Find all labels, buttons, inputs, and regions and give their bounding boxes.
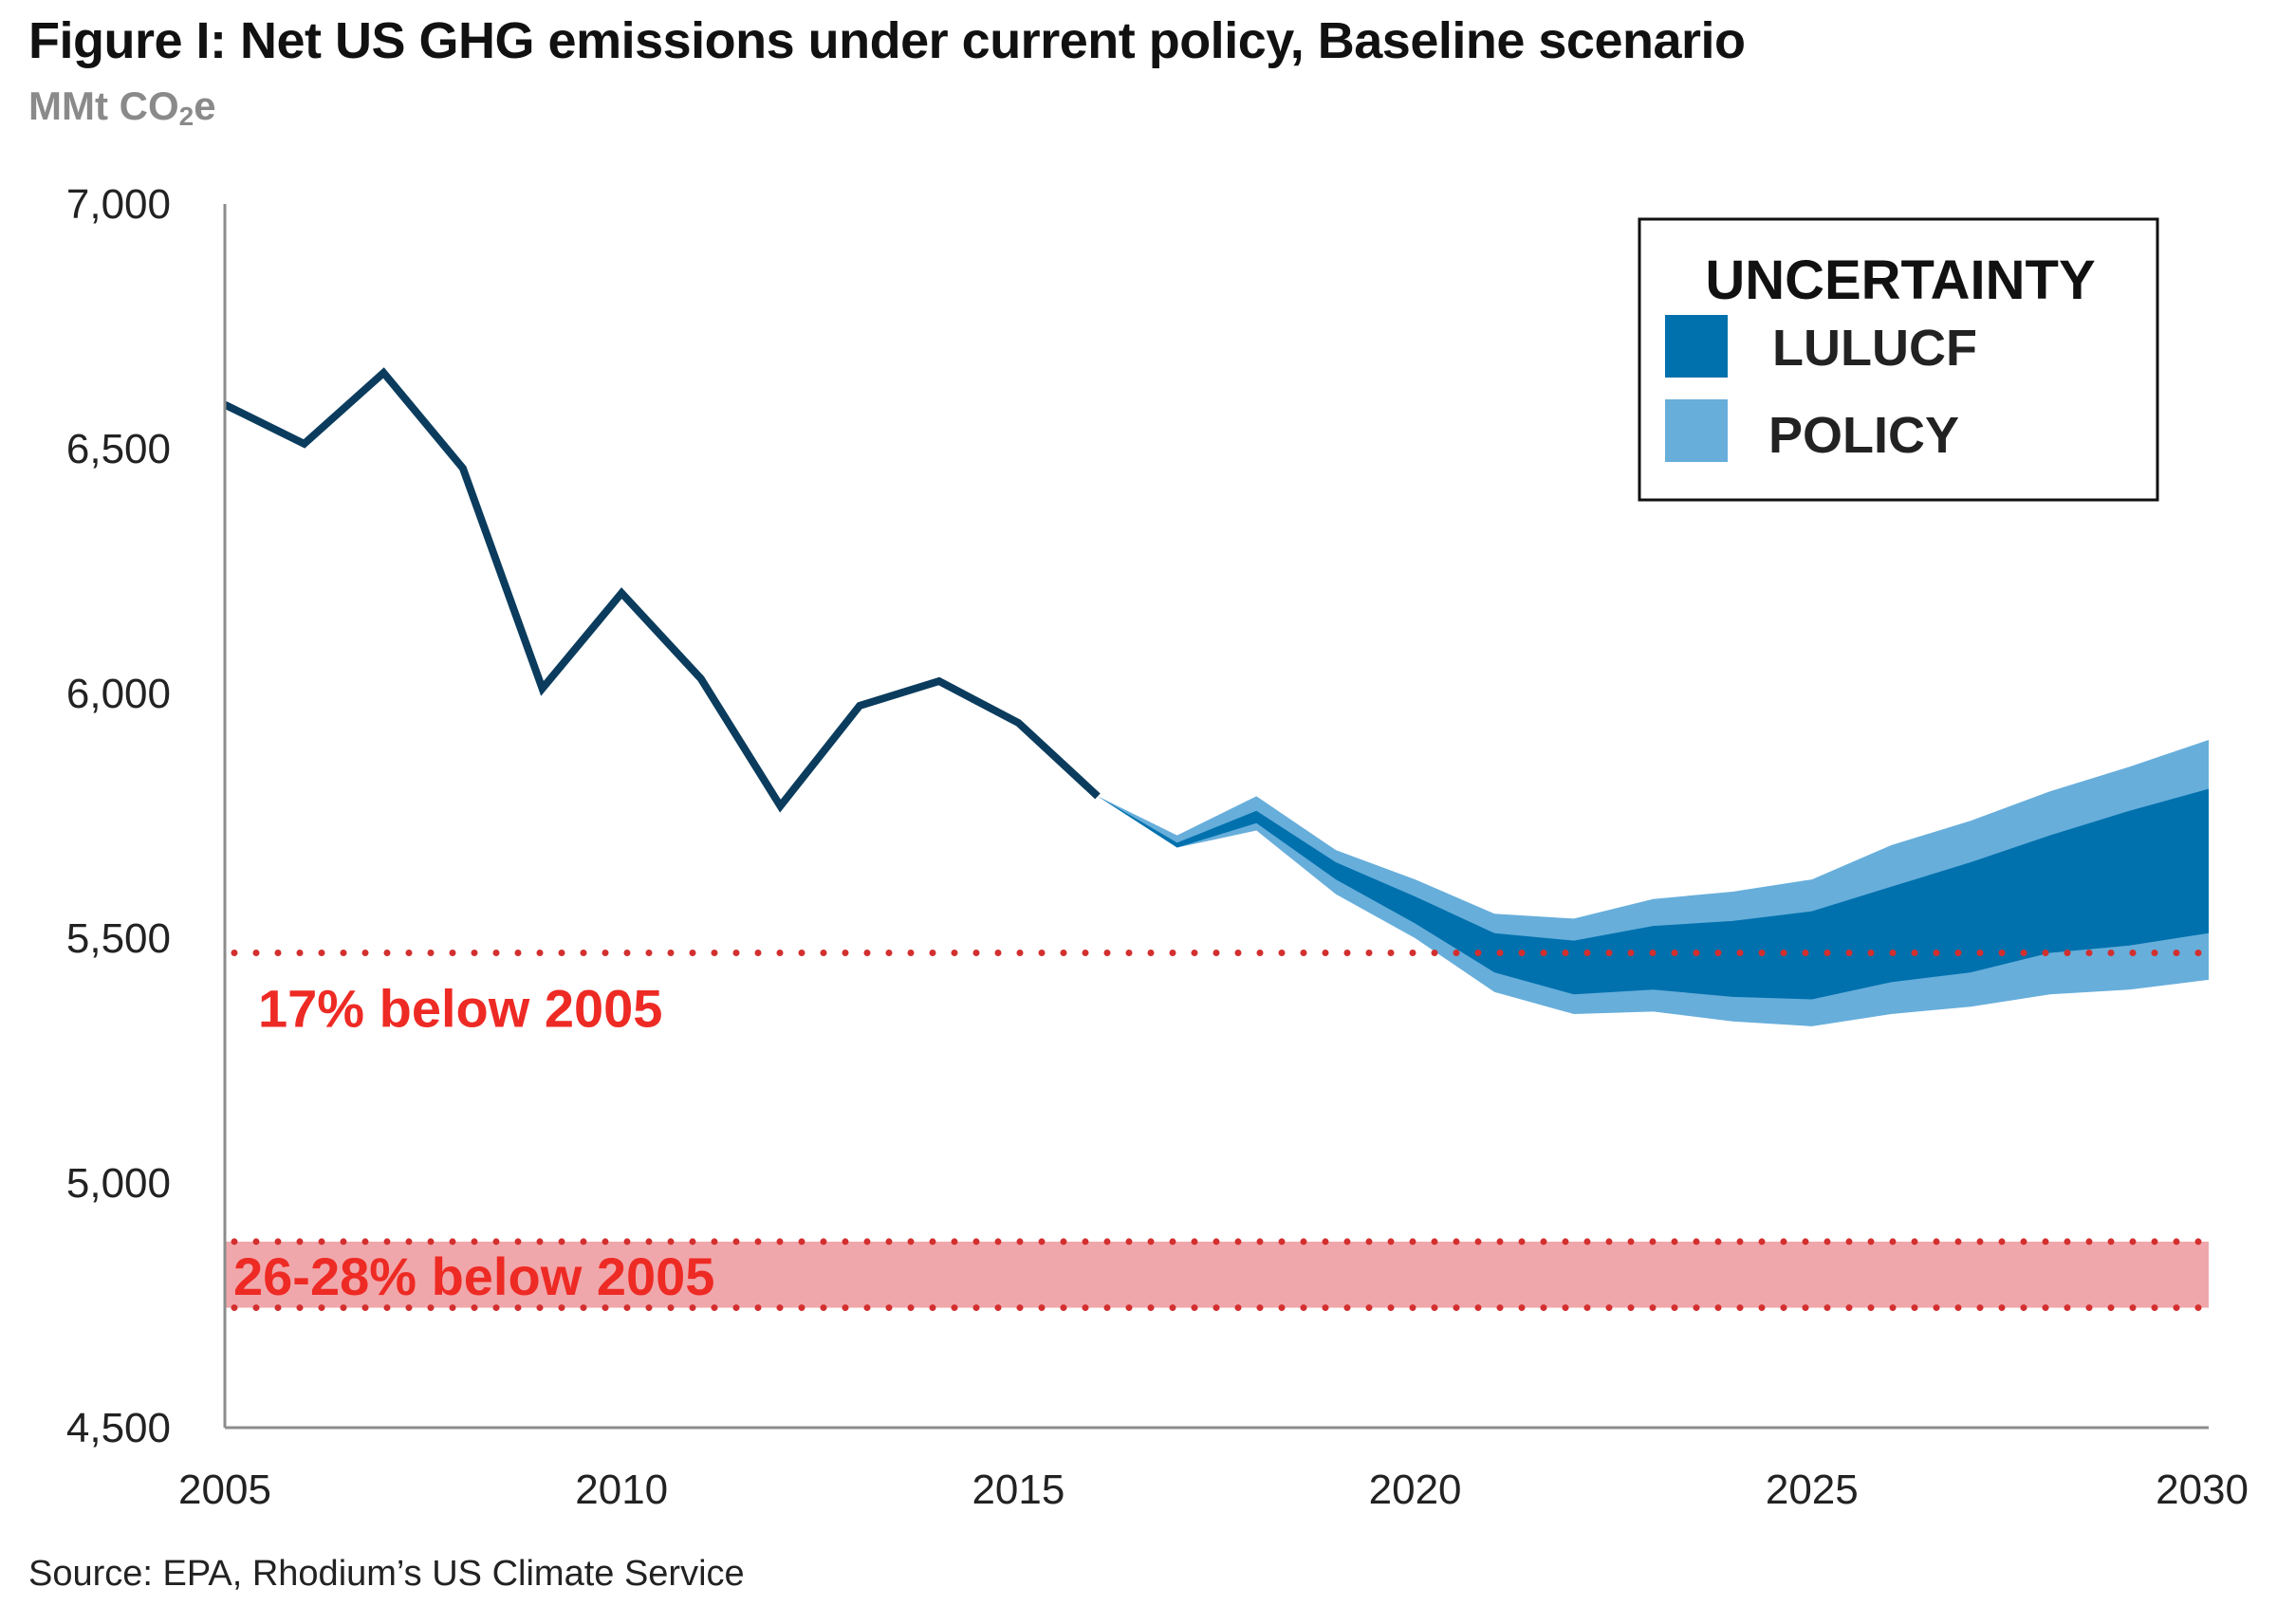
x-tick-label-2030: 2030 — [2156, 1467, 2249, 1513]
y-tick-label-5000: 5,000 — [66, 1160, 171, 1207]
lulucf-uncertainty-band — [1098, 788, 2209, 1000]
x-tick-label-2015: 2015 — [972, 1467, 1064, 1513]
axes-layer: 4,500 5,000 5,500 6,000 6,500 7,000 2005 2010 20… — [66, 181, 2249, 1513]
x-tick-label-2020: 2020 — [1369, 1467, 1462, 1513]
source-note: Source: EPA, Rhodium’s US Climate Servic… — [28, 1554, 745, 1594]
target-label-26-28-percent: 26-28% below 2005 — [233, 1246, 714, 1306]
y-tick-label-6000: 6,000 — [66, 671, 171, 717]
target-annotations-layer: 17% below 2005 26-28% below 2005 — [231, 949, 2212, 1312]
target-band-26-28 — [225, 1241, 2209, 1308]
legend-label-policy: POLICY — [1768, 407, 1959, 464]
target-bands-layer — [225, 1241, 2209, 1308]
unit-main: MMt CO — [28, 83, 179, 128]
legend: UNCERTAINTY LULUCF POLICY — [1638, 217, 2159, 502]
y-tick-label-5500: 5,500 — [66, 915, 171, 962]
target-label-17-percent: 17% below 2005 — [258, 978, 662, 1038]
unit-subscript: 2 — [178, 102, 194, 131]
y-tick-label-4500: 4,500 — [66, 1405, 171, 1451]
y-tick-label-6500: 6,500 — [66, 426, 171, 472]
x-tick-label-2010: 2010 — [575, 1467, 668, 1513]
legend-title: UNCERTAINTY — [1705, 249, 2095, 311]
x-tick-label-2005: 2005 — [178, 1467, 271, 1513]
historical-line-layer — [223, 367, 1101, 813]
uncertainty-bands-layer — [1098, 740, 2209, 1026]
y-axis-unit-label: MMt CO2e — [28, 83, 216, 132]
x-tick-label-2025: 2025 — [1766, 1467, 1859, 1513]
historical-emissions-line — [223, 367, 1101, 813]
legend-label-lulucf: LULUCF — [1772, 320, 1977, 377]
legend-swatch-policy — [1665, 399, 1728, 462]
chart-title: Figure I: Net US GHG emissions under cur… — [28, 12, 1746, 69]
legend-swatch-lulucf — [1665, 315, 1728, 378]
unit-tail: e — [194, 83, 216, 128]
y-tick-label-7000: 7,000 — [66, 181, 171, 228]
